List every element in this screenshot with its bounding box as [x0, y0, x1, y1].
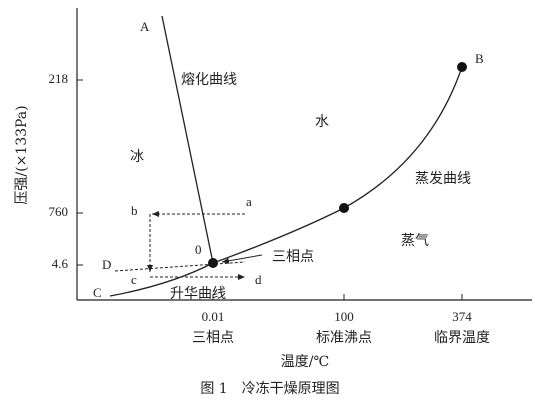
point-label: B	[475, 51, 484, 66]
region-label: 蒸气	[401, 233, 429, 249]
x-tick-label: 100	[334, 309, 354, 324]
region-label: 三相点	[272, 249, 314, 265]
y-tick-label: 218	[49, 71, 69, 86]
point-label: A	[140, 19, 150, 34]
x-tick-note: 临界温度	[434, 330, 490, 346]
x-tick-label: 374	[452, 309, 472, 324]
region-label: 蒸发曲线	[415, 171, 471, 187]
point-label: 0	[195, 242, 202, 257]
ticks	[77, 79, 463, 300]
process-lines	[114, 211, 246, 280]
x-tick-label: 0.01	[202, 309, 225, 324]
point-label: b	[131, 203, 138, 218]
caption: 图 1 冷冻干燥原理图	[200, 380, 339, 397]
region-label: 熔化曲线	[181, 72, 237, 88]
point-label: D	[102, 257, 111, 272]
triple-point-dot	[208, 258, 218, 268]
point-label: C	[93, 285, 102, 300]
y-axis-title: 压强/(×133Pa)	[14, 105, 30, 204]
x-tick-note: 标准沸点	[316, 330, 372, 346]
x-tick-note: 三相点	[192, 330, 234, 346]
triple-point-arrow	[221, 254, 263, 264]
boiling-point-dot	[339, 203, 349, 213]
point-label: d	[255, 272, 262, 287]
x-axis-title: 温度/℃	[281, 354, 329, 370]
critical-point-dot	[457, 62, 467, 72]
point-label: a	[246, 194, 252, 209]
y-tick-label: 760	[49, 204, 69, 219]
region-label: 水	[315, 114, 329, 130]
region-label: 升华曲线	[170, 286, 226, 302]
point-label: c	[131, 272, 137, 287]
melting-curve	[161, 15, 214, 264]
sublimation-curve	[109, 262, 214, 297]
y-tick-label: 4.6	[52, 256, 69, 271]
region-label: 冰	[130, 149, 144, 165]
